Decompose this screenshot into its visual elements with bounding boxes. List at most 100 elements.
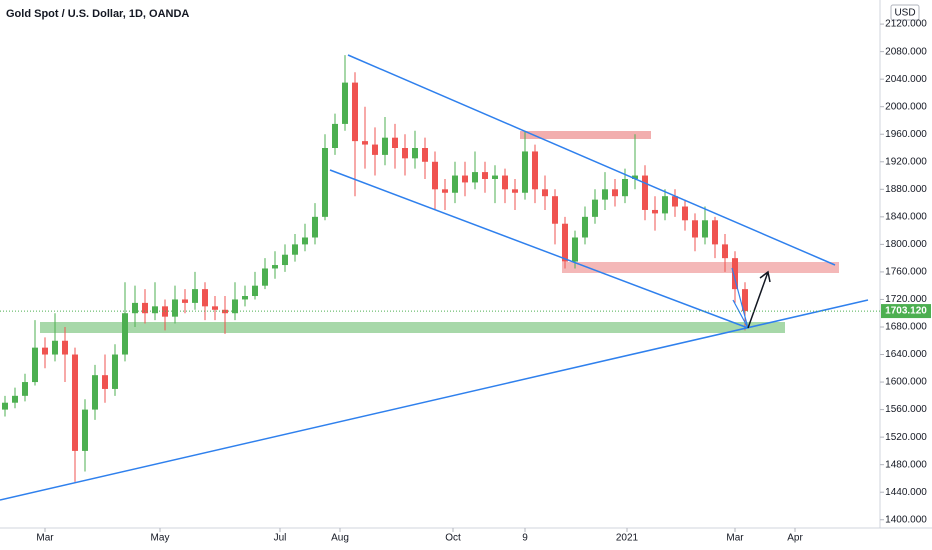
candle-body [402,148,408,159]
candle-body [272,265,278,269]
candle-body [92,375,98,410]
y-tick-label: 1520.000 [885,432,927,443]
x-tick-label: May [151,533,170,544]
y-tick-label: 1800.000 [885,239,927,250]
candle-body [182,299,188,303]
candle-body [392,137,398,149]
chart-title: Gold Spot / U.S. Dollar, 1D, OANDA [6,8,189,20]
candle-body [422,148,428,162]
candle-body [682,206,688,221]
trendline [732,299,749,329]
y-tick-label: 1560.000 [885,404,927,415]
y-tick-label: 1640.000 [885,349,927,360]
x-tick-label: Aug [331,533,349,544]
candle-body [722,244,728,259]
candle-body [72,354,78,451]
resistance-zone [562,262,839,273]
candle-body [2,402,8,410]
y-tick-label: 1840.000 [885,211,927,222]
candle-body [472,172,478,183]
y-tick-label: 2040.000 [885,74,927,85]
y-tick-label: 2000.000 [885,101,927,112]
candle-body [342,82,348,124]
arrow [747,270,771,329]
candle-body [202,289,208,307]
support-zone [40,322,785,333]
candle-body [602,189,608,200]
candle-body [332,123,338,149]
x-tick-label: Apr [787,533,803,544]
candle-body [132,302,138,314]
candle-body [252,285,258,297]
candle-body [482,172,488,179]
candle-body [262,268,268,286]
candle-body [512,189,518,193]
candle-body [52,340,58,355]
candle-body [562,223,568,262]
candle-body [12,395,18,403]
x-tick-label: 9 [522,533,528,544]
x-tick-label: Mar [36,533,54,544]
trendline [329,169,749,329]
y-tick-label: 1440.000 [885,487,927,498]
candle-body [232,299,238,314]
candle-body [732,258,738,290]
candle-body [102,375,108,389]
candle-body [572,237,578,262]
candle-body [192,289,198,303]
candle-body [582,216,588,238]
y-tick-label: 1880.000 [885,184,927,195]
y-tick-label: 1720.000 [885,294,927,305]
candle-body [652,209,658,214]
trendline [731,267,749,329]
candle-body [712,220,718,245]
candle-body [42,347,48,355]
resistance-zone [520,131,651,139]
candle-body [692,220,698,238]
candle-body [542,189,548,197]
candle-body [662,196,668,214]
y-tick-label: 1400.000 [885,514,927,525]
y-tick-label: 1760.000 [885,267,927,278]
y-tick-label: 1680.000 [885,322,927,333]
candle-body [452,175,458,193]
candle-body [532,151,538,190]
candle-body [32,347,38,383]
candle-body [152,306,158,314]
trendline [0,299,869,501]
candle-body [622,178,628,197]
candle-body [292,244,298,255]
candle-body [432,161,438,190]
x-tick-label: Oct [445,533,461,544]
trendline [347,54,836,266]
x-tick-label: Mar [726,533,744,544]
candle-body [22,382,28,396]
candle-body [362,141,368,145]
candle-body [242,296,248,300]
candle-body [62,340,68,355]
candle-body [312,216,318,238]
candle-body [122,313,128,355]
candle-body [212,306,218,310]
y-tick-label: 1920.000 [885,156,927,167]
currency[interactable]: USD [894,8,915,19]
candle-body [282,254,288,266]
candle-body [172,299,178,317]
x-tick-label: Jul [274,533,287,544]
y-tick-label: 1960.000 [885,129,927,140]
candle-body [142,302,148,314]
candle-body [82,409,88,451]
candle-body [552,196,558,224]
candle-body [302,237,308,245]
candle-body [612,189,618,197]
candle-body [462,175,468,183]
x-tick-label: 2021 [616,533,639,544]
candle-body [502,175,508,190]
candle-body [702,220,708,238]
y-tick-label: 1600.000 [885,377,927,388]
candle-body [372,144,378,155]
currency-box[interactable] [890,4,920,21]
y-tick-label: 2080.000 [885,46,927,57]
candle-body [412,148,418,159]
